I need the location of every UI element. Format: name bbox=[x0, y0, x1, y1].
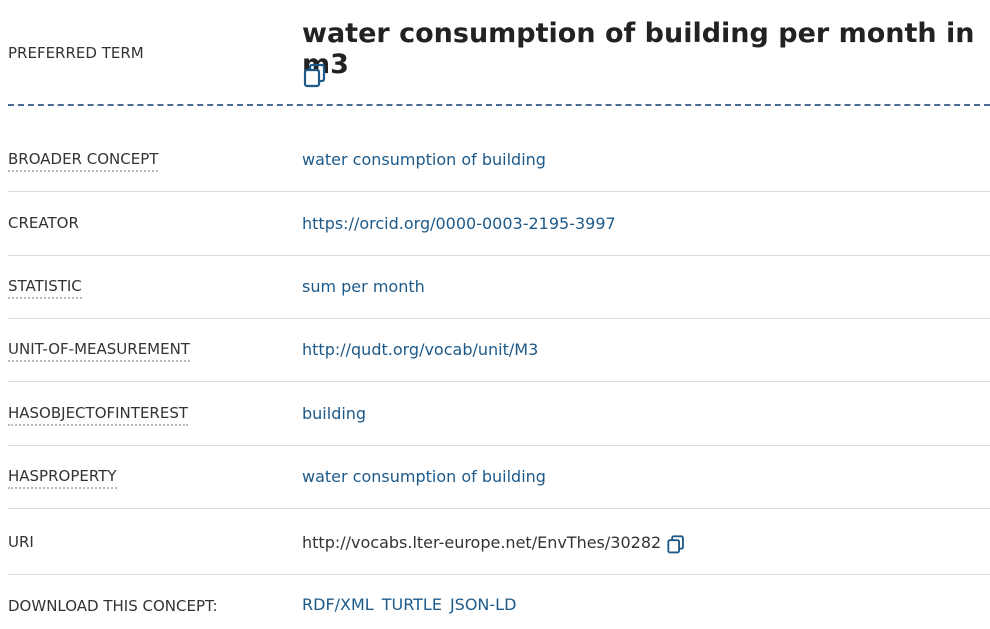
row-separator bbox=[8, 255, 990, 256]
row-value[interactable]: http://qudt.org/vocab/unit/M3 bbox=[302, 340, 539, 359]
copy-icon[interactable] bbox=[302, 62, 328, 88]
row-value: http://vocabs.lter-europe.net/EnvThes/30… bbox=[302, 533, 686, 554]
download-link[interactable]: TURTLE bbox=[381, 595, 442, 614]
row-value[interactable]: water consumption of building bbox=[302, 467, 546, 486]
download-links: RDF/XML TURTLE JSON-LD bbox=[302, 595, 524, 614]
row-label: BROADER CONCEPT bbox=[8, 150, 159, 172]
row-value[interactable]: water consumption of building bbox=[302, 150, 546, 169]
download-link[interactable]: JSON-LD bbox=[449, 595, 517, 614]
row-separator bbox=[8, 445, 990, 446]
row-label: UNIT-OF-MEASUREMENT bbox=[8, 340, 190, 362]
row-label: HASPROPERTY bbox=[8, 467, 117, 489]
row-separator bbox=[8, 508, 990, 509]
row-label: URI bbox=[8, 533, 34, 551]
row-label: STATISTIC bbox=[8, 277, 82, 299]
divider bbox=[8, 104, 990, 106]
preferred-term: water consumption of building per month … bbox=[302, 18, 975, 80]
row-separator bbox=[8, 318, 990, 319]
row-value[interactable]: sum per month bbox=[302, 277, 425, 296]
row-separator bbox=[8, 574, 990, 575]
row-separator bbox=[8, 381, 990, 382]
label: PREFERRED TERM bbox=[8, 44, 144, 62]
download-link[interactable]: RDF/XML bbox=[302, 595, 374, 614]
row-separator bbox=[8, 191, 990, 192]
row-label: HASOBJECTOFINTEREST bbox=[8, 404, 188, 426]
row-value[interactable]: https://orcid.org/0000-0003-2195-3997 bbox=[302, 214, 616, 233]
row-label: DOWNLOAD THIS CONCEPT: bbox=[8, 597, 218, 615]
copy-icon[interactable] bbox=[666, 534, 686, 554]
row-label: CREATOR bbox=[8, 214, 79, 232]
row-value[interactable]: building bbox=[302, 404, 367, 423]
